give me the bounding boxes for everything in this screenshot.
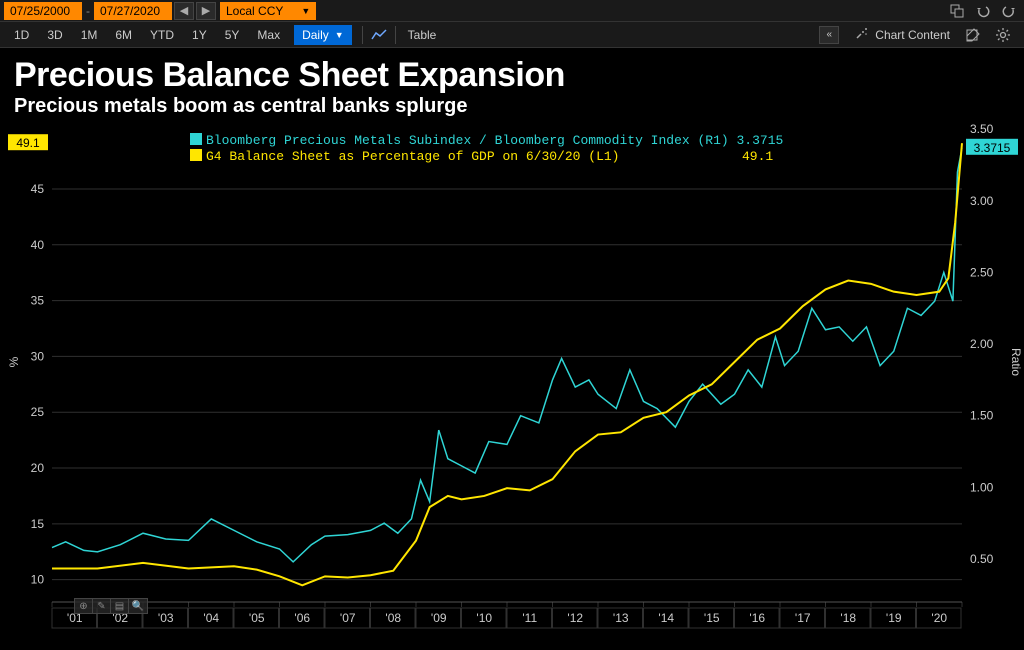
undo-icon[interactable]	[972, 2, 994, 20]
draw-icon[interactable]: ✎	[93, 599, 111, 613]
svg-text:'20: '20	[931, 611, 947, 625]
svg-text:49.1: 49.1	[742, 149, 773, 164]
svg-text:'10: '10	[476, 611, 492, 625]
svg-text:2.50: 2.50	[970, 265, 994, 279]
edit-button[interactable]	[958, 28, 988, 42]
legend-series-1: Bloomberg Precious Metals Subindex / Blo…	[206, 133, 783, 148]
date-next-button[interactable]: ▶	[196, 2, 216, 20]
currency-label: Local CCY	[226, 4, 283, 18]
popout-icon[interactable]	[946, 2, 968, 20]
legend-series-2: G4 Balance Sheet as Percentage of GDP on…	[206, 149, 619, 164]
range-1m[interactable]: 1M	[73, 25, 106, 45]
line-chart-icon[interactable]	[369, 26, 389, 44]
date-start-input[interactable]	[4, 2, 82, 20]
svg-text:15: 15	[31, 517, 45, 531]
svg-text:'19: '19	[886, 611, 902, 625]
svg-text:'06: '06	[294, 611, 310, 625]
date-end-input[interactable]	[94, 2, 172, 20]
crosshair-icon[interactable]: ⊕	[75, 599, 93, 613]
svg-text:Ratio: Ratio	[1009, 348, 1023, 376]
svg-text:'04: '04	[203, 611, 219, 625]
svg-text:3.50: 3.50	[970, 122, 994, 136]
svg-text:1.00: 1.00	[970, 480, 994, 494]
svg-text:'15: '15	[704, 611, 720, 625]
redo-icon[interactable]	[998, 2, 1020, 20]
separator	[362, 26, 363, 44]
svg-text:'17: '17	[795, 611, 811, 625]
svg-text:1.50: 1.50	[970, 409, 994, 423]
chart-mini-toolbar: ⊕ ✎ ▤ 🔍	[74, 598, 148, 614]
left-axis-value-tag: 49.1	[16, 136, 40, 150]
range-toolbar: 1D 3D 1M 6M YTD 1Y 5Y Max Daily ▼ Table …	[0, 22, 1024, 48]
chart-content-button[interactable]: Chart Content	[847, 26, 958, 43]
chart-subtitle: Precious metals boom as central banks sp…	[14, 95, 1010, 118]
collapse-left-icon[interactable]: «	[819, 26, 839, 44]
right-axis-value-tag: 3.3715	[974, 141, 1011, 155]
svg-text:40: 40	[31, 238, 45, 252]
currency-selector[interactable]: Local CCY ▼	[220, 2, 316, 20]
range-1d[interactable]: 1D	[6, 25, 37, 45]
svg-text:'18: '18	[840, 611, 856, 625]
svg-text:'05: '05	[249, 611, 265, 625]
svg-text:0.50: 0.50	[970, 552, 994, 566]
svg-text:'13: '13	[613, 611, 629, 625]
separator	[395, 26, 396, 44]
svg-text:'08: '08	[385, 611, 401, 625]
title-block: Precious Balance Sheet Expansion Preciou…	[0, 48, 1024, 118]
chevron-down-icon: ▼	[335, 30, 344, 40]
chart-content-label: Chart Content	[875, 28, 950, 42]
svg-text:'16: '16	[749, 611, 765, 625]
chart-svg: 10 15 20 25 30 35 40 45 0.50 1.00 1.50 2.00 2.50 3.00…	[0, 122, 1024, 650]
frequency-selector[interactable]: Daily ▼	[294, 25, 352, 45]
svg-text:3.00: 3.00	[970, 194, 994, 208]
svg-text:'11: '11	[522, 611, 537, 625]
date-separator: -	[86, 4, 90, 18]
wand-icon	[855, 26, 869, 43]
zoom-icon[interactable]: 🔍	[129, 599, 147, 613]
svg-text:'14: '14	[658, 611, 674, 625]
svg-text:35: 35	[31, 294, 45, 308]
svg-text:'03: '03	[158, 611, 174, 625]
svg-text:25: 25	[31, 405, 45, 419]
top-toolbar: - ◀ ▶ Local CCY ▼	[0, 0, 1024, 22]
chart-title: Precious Balance Sheet Expansion	[14, 56, 1010, 95]
range-max[interactable]: Max	[249, 25, 288, 45]
range-3d[interactable]: 3D	[39, 25, 70, 45]
settings-gear-icon[interactable]	[988, 28, 1018, 42]
svg-text:'07: '07	[340, 611, 356, 625]
range-6m[interactable]: 6M	[107, 25, 140, 45]
list-icon[interactable]: ▤	[111, 599, 129, 613]
range-ytd[interactable]: YTD	[142, 25, 182, 45]
svg-text:10: 10	[31, 573, 45, 587]
frequency-label: Daily	[302, 28, 329, 42]
svg-text:%: %	[7, 356, 21, 367]
svg-text:2.00: 2.00	[970, 337, 994, 351]
svg-text:'09: '09	[431, 611, 447, 625]
table-button[interactable]: Table	[402, 28, 443, 42]
svg-text:20: 20	[31, 461, 45, 475]
date-prev-button[interactable]: ◀	[174, 2, 194, 20]
range-1y[interactable]: 1Y	[184, 25, 215, 45]
svg-text:30: 30	[31, 349, 45, 363]
svg-text:'12: '12	[567, 611, 583, 625]
range-5y[interactable]: 5Y	[217, 25, 248, 45]
chart-area: 10 15 20 25 30 35 40 45 0.50 1.00 1.50 2.00 2.50 3.00…	[0, 122, 1024, 650]
svg-text:45: 45	[31, 182, 45, 196]
